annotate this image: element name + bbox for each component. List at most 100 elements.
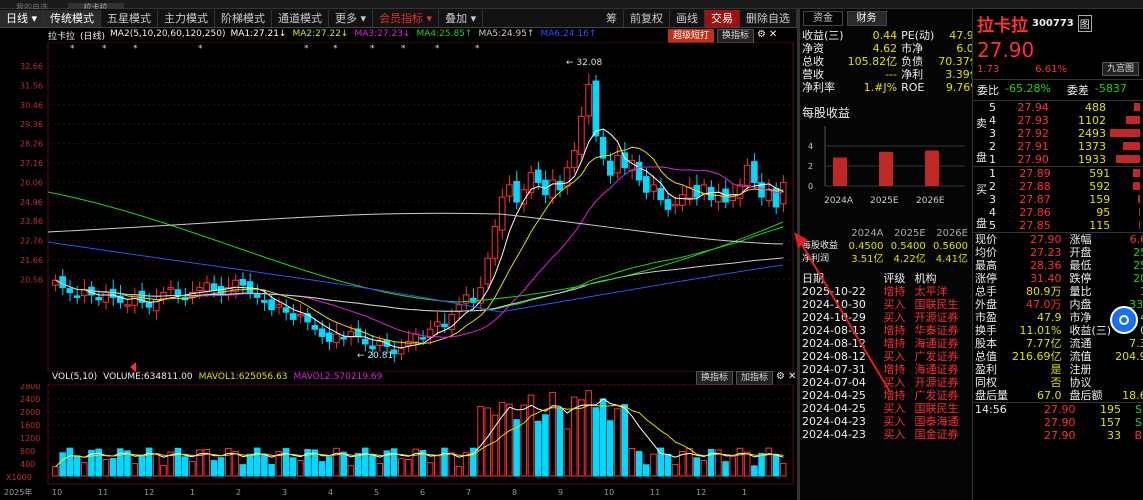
rating-org: 华泰证券 [914, 324, 959, 337]
gear-icon[interactable]: ⚙ [757, 29, 766, 40]
eps-title: 每股收益 [802, 106, 851, 120]
mode-ladder[interactable]: 阶梯模式 [215, 9, 273, 27]
overlay-button[interactable]: 叠加 ▾ [439, 9, 484, 27]
sell-label-2: 盘 [976, 151, 987, 164]
volume-bar [289, 457, 297, 477]
rating-grade: 增持 [883, 324, 906, 337]
volume-bar [657, 447, 664, 477]
stat-label: 最高 [975, 259, 997, 272]
date-tick-label: 12 [696, 488, 706, 497]
rating-grade: 买入 [883, 376, 906, 389]
super-short-button[interactable]: 超级短打 [668, 29, 715, 43]
nine-grid-button[interactable]: 九宫图 [1101, 62, 1139, 76]
stat-label: 换手 [975, 324, 997, 337]
stat-value: 否 [1113, 376, 1143, 389]
assistant-icon[interactable] [1110, 306, 1138, 334]
vol-mavol1: MAVOL1:625056.63 [198, 372, 288, 382]
volume-bar [210, 460, 218, 477]
switch-indicator-button[interactable]: 换指标 [717, 29, 755, 43]
stat-value: 7.77亿 [1026, 337, 1062, 350]
rating-date: 2024-10-29 [802, 311, 866, 324]
volume-bar [563, 428, 571, 477]
candle-body [664, 199, 672, 210]
candle-body [376, 340, 383, 347]
tab-funds[interactable]: 资金 [803, 11, 843, 26]
volume-bar [232, 451, 239, 477]
ma-line-10 [55, 146, 784, 344]
candle-body [412, 333, 419, 343]
candle-body [282, 307, 290, 313]
event-marker-icon: * [70, 44, 75, 54]
close-icon[interactable]: ✕ [769, 29, 778, 40]
candlestick-chart[interactable]: 32.66 31.56 30.46 29.36 28.26 27.16 26.06 24.96… [0, 42, 797, 372]
book-volume: 1102 [1077, 114, 1106, 127]
volume-bar [434, 455, 441, 477]
eps-bar [925, 150, 939, 186]
mode-five-star[interactable]: 五星模式 [101, 9, 159, 27]
tab-finance[interactable]: 财务 [846, 11, 887, 26]
stat-label: 总手 [975, 285, 997, 298]
mode-channel[interactable]: 通道模式 [272, 9, 330, 27]
candle-body [592, 80, 600, 137]
date-tick-label: 10 [52, 488, 62, 497]
candle-body [462, 294, 470, 304]
mode-main-force[interactable]: 主力模式 [158, 9, 216, 27]
book-volume: 1373 [1077, 140, 1106, 153]
vol-tick-label: 1200 [20, 434, 40, 443]
chart-badge-icon[interactable]: 图 [1077, 15, 1092, 32]
rating-date: 2024-08-13 [802, 324, 866, 337]
rating-header: 日期 评级 机构 [800, 272, 970, 285]
stat-value: 否 [1113, 363, 1143, 376]
tick-time [973, 429, 1013, 442]
period-select[interactable]: 日线 ▾ [0, 9, 45, 27]
tick-time: 14:56 [975, 403, 1007, 416]
date-tick-label: 2025年 [4, 487, 32, 497]
candle-body [66, 288, 74, 294]
trade-button[interactable]: 交易 [705, 9, 740, 27]
candle-body [434, 321, 441, 327]
window-tab-watchlist[interactable]: 我的自选 [16, 3, 48, 12]
finance-label: 净利率 [802, 81, 835, 94]
draw-button[interactable]: 画线 [670, 9, 705, 27]
panel-splitter[interactable] [797, 9, 800, 500]
candle-body [549, 179, 556, 199]
mode-traditional[interactable]: 传统模式 [44, 9, 102, 27]
volume-bar [751, 465, 758, 477]
vol-close-icon[interactable]: ✕ [788, 371, 797, 382]
date-tick-label: 1 [742, 488, 747, 497]
vol-ma-line [55, 398, 784, 468]
member-indicator[interactable]: 会员指标 ▾ [373, 9, 440, 27]
candle-body [513, 181, 520, 203]
date-tick-label: 9 [558, 488, 563, 497]
candle-body [419, 337, 427, 340]
volume-bar [772, 454, 780, 477]
vol-switch-button[interactable]: 换指标 [696, 371, 734, 385]
event-marker-icon: * [198, 44, 203, 54]
stat-value: 27.23 [1030, 246, 1062, 259]
adjust-button[interactable]: 前复权 [624, 9, 670, 27]
mode-more[interactable]: 更多 ▾ [329, 9, 374, 27]
stat-value: 是 [1050, 363, 1062, 376]
book-level: 4 [989, 114, 996, 127]
eps-year-label: 2026E [916, 196, 945, 206]
volume-bar [506, 403, 513, 477]
chips-button[interactable]: 筹 [600, 9, 624, 27]
vol-add-button[interactable]: 加指标 [736, 371, 774, 385]
vol-gear-icon[interactable]: ⚙ [776, 371, 785, 382]
order-book: 卖盘 5 27.94 488 4 27.93 1102 3 27.92 2493 2 27.91 13… [973, 100, 1143, 166]
remove-watch-button[interactable]: 删除自选 [740, 9, 797, 27]
volume-bar [376, 462, 383, 477]
book-row: 5 27.85 115 [987, 219, 1142, 232]
volume-bar [297, 459, 304, 477]
candle-body [333, 333, 340, 344]
stat-row: 同权否协议否 [973, 376, 1143, 389]
quote-change-row: 1.73 6.61% 九宫图 [973, 62, 1143, 76]
price-tick-label: 21.66 [20, 256, 43, 265]
member-label: 会员指标 [379, 11, 424, 25]
event-marker-icon: * [475, 44, 480, 54]
overlay-label: 叠加 [445, 11, 468, 25]
window-tab-stock[interactable]: 拉卡拉 [67, 3, 124, 12]
ma-legend: 拉卡拉 (日线) MA2(5,10,20,60,120,250) MA1:27.… [48, 29, 793, 43]
